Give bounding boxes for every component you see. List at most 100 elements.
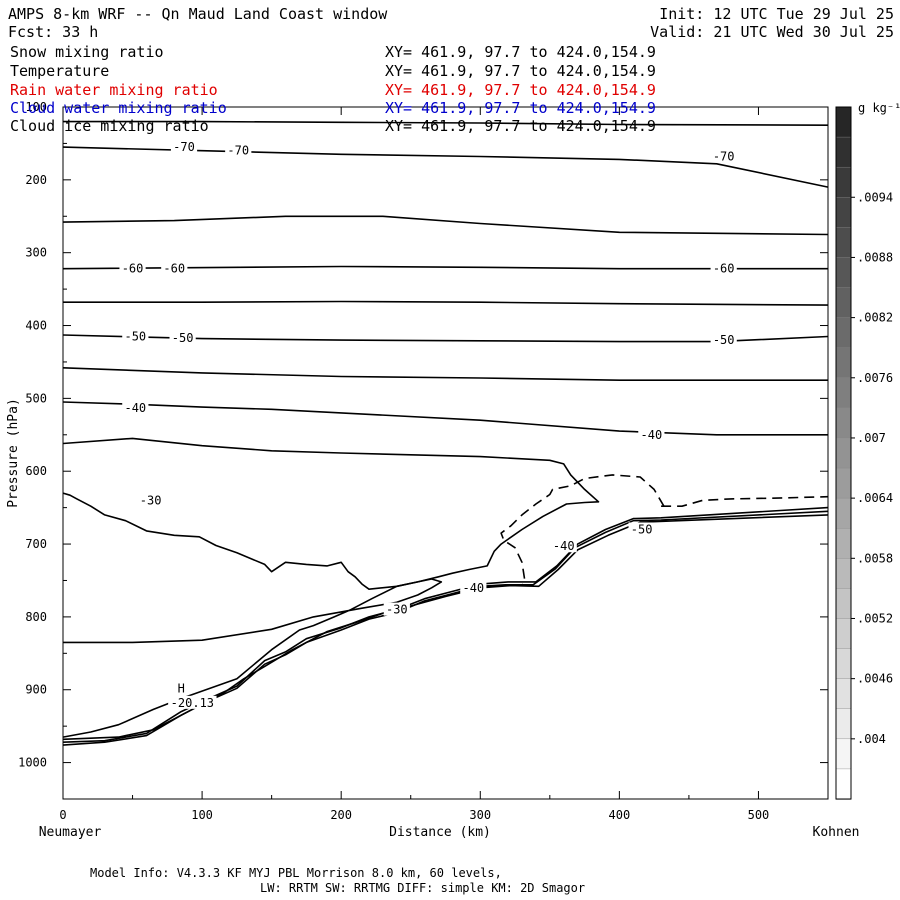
colorbar-label: .0088 xyxy=(857,250,893,264)
contour-line-14 xyxy=(661,495,829,507)
contour-label-pad xyxy=(119,261,146,275)
contour-label: -50 xyxy=(631,522,653,536)
contour-label-pad xyxy=(460,580,487,594)
colorbar-segment xyxy=(835,558,852,590)
plot-frame xyxy=(62,106,829,800)
colorbar-segment xyxy=(835,588,852,620)
field-name-rain: Rain water mixing ratio xyxy=(10,81,218,99)
contour-label-pad xyxy=(161,261,188,275)
colorbar-label: .004 xyxy=(857,732,886,746)
valid-time: Valid: 21 UTC Wed 30 Jul 25 xyxy=(650,23,894,41)
contour-label: -50 xyxy=(172,331,194,345)
contour-line-13 xyxy=(500,474,665,586)
contour-label: -60 xyxy=(713,262,735,276)
colorbar-segment xyxy=(835,708,852,740)
contour-label: -60 xyxy=(163,262,185,276)
contour-line-6 xyxy=(62,367,828,381)
field-name-snow: Snow mixing ratio xyxy=(10,43,164,61)
contour-line-2 xyxy=(62,215,829,236)
colorbar-segment xyxy=(835,227,852,259)
contour-line-4 xyxy=(63,300,829,306)
field-xy-cloud-ice: XY= 461.9, 97.7 to 424.0,154.9 xyxy=(385,117,656,135)
contour-label-pad xyxy=(225,143,252,157)
colorbar-segment xyxy=(835,347,852,379)
colorbar-segment xyxy=(835,166,852,198)
contour-label-pad xyxy=(122,400,149,414)
contour-label-pad xyxy=(168,695,217,709)
model-info-line1: Model Info: V4.3.3 KF MYJ PBL Morrison 8… xyxy=(90,866,502,880)
x-tick-label: 0 xyxy=(59,808,66,822)
x-tick-label: 400 xyxy=(609,808,631,822)
contour-label-pad xyxy=(550,539,577,553)
contour-label-pad xyxy=(137,493,164,507)
field-xy-rain: XY= 461.9, 97.7 to 424.0,154.9 xyxy=(385,81,656,99)
contour-label: -50 xyxy=(124,329,146,343)
y-tick-label: 100 xyxy=(25,100,47,114)
colorbar-segment xyxy=(835,618,852,650)
contour-label: -70 xyxy=(173,140,195,154)
contour-label-pad xyxy=(710,333,737,347)
field-name-cloud-ice: Cloud ice mixing ratio xyxy=(10,117,209,135)
contour-line-1 xyxy=(62,146,829,188)
chart-title: AMPS 8-km WRF -- Qn Maud Land Coast wind… xyxy=(8,5,388,23)
y-tick-label: 700 xyxy=(25,537,47,551)
contour-label: H xyxy=(178,681,185,695)
contour-label: -60 xyxy=(122,262,144,276)
colorbar-segment xyxy=(835,437,852,469)
field-name-cloud-water: Cloud water mixing ratio xyxy=(10,99,227,117)
contour-line-0 xyxy=(63,120,829,126)
field-xy-snow: XY= 461.9, 97.7 to 424.0,154.9 xyxy=(385,43,656,61)
x-tick-label: 300 xyxy=(469,808,491,822)
colorbar-segment xyxy=(835,648,852,680)
y-tick-label: 300 xyxy=(25,246,47,260)
field-xy-cloud-water: XY= 461.9, 97.7 to 424.0,154.9 xyxy=(385,99,656,117)
y-axis-label: Pressure (hPa) xyxy=(6,398,21,508)
x-tick-label: 200 xyxy=(330,808,352,822)
colorbar-label: .0064 xyxy=(857,491,893,505)
contour-label-pad xyxy=(710,261,737,275)
y-tick-label: 200 xyxy=(25,173,47,187)
colorbar-label: .0052 xyxy=(857,611,893,625)
colorbar-segment xyxy=(835,136,852,168)
contour-label: -20.13 xyxy=(171,696,214,710)
contour-label-pad xyxy=(710,149,737,163)
forecast-hour: Fcst: 33 h xyxy=(8,23,98,41)
colorbar-label: .0058 xyxy=(857,551,893,565)
colorbar-segment xyxy=(835,768,852,800)
y-tick-label: 500 xyxy=(25,391,47,405)
colorbar-segment xyxy=(835,497,852,529)
colorbar-segment xyxy=(835,257,852,289)
colorbar-label: .007 xyxy=(857,431,886,445)
colorbar-segment xyxy=(835,528,852,560)
colorbar-segment xyxy=(835,317,852,349)
contour-label: -30 xyxy=(386,603,408,617)
init-time: Init: 12 UTC Tue 29 Jul 25 xyxy=(659,5,894,23)
colorbar-segment xyxy=(835,467,852,499)
y-tick-label: 1000 xyxy=(18,756,47,770)
x-end-location: Kohnen xyxy=(813,825,860,840)
x-start-location: Neumayer xyxy=(39,825,102,840)
colorbar-label: .0046 xyxy=(857,672,893,686)
colorbar-segment xyxy=(835,407,852,439)
colorbar-label: .0094 xyxy=(857,190,893,204)
contour-label-pad xyxy=(638,427,665,441)
y-tick-label: 400 xyxy=(25,319,47,333)
contour-label: -70 xyxy=(713,150,735,164)
colorbar-segment xyxy=(835,678,852,710)
contour-label: -70 xyxy=(227,144,249,158)
contour-label: -40 xyxy=(124,401,146,415)
x-tick-label: 500 xyxy=(748,808,770,822)
contour-label: -50 xyxy=(713,333,735,347)
x-axis-label: Distance (km) xyxy=(389,825,491,840)
colorbar-segment xyxy=(835,197,852,229)
colorbar-segment xyxy=(835,287,852,319)
contour-line-3 xyxy=(62,265,828,270)
colorbar-segment xyxy=(835,738,852,770)
contour-label-pad xyxy=(628,522,655,536)
contour-label-pad xyxy=(122,329,149,343)
model-info-line2: LW: RRTM SW: RRTMG DIFF: simple KM: 2D S… xyxy=(260,881,585,895)
x-axis: 0 100 200 300 400 500 xyxy=(59,107,769,822)
contour-line-7 xyxy=(62,401,828,436)
contour-label-pad xyxy=(383,602,410,616)
